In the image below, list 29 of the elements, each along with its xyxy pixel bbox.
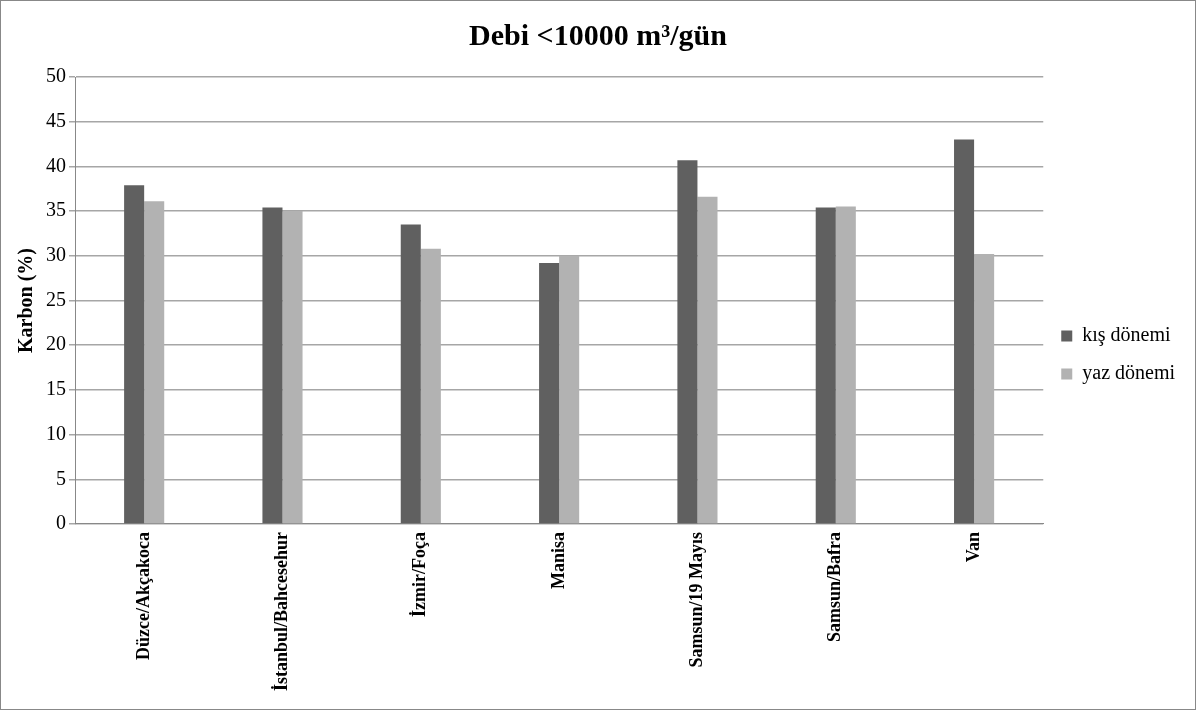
- y-tick-label: 25: [46, 287, 66, 310]
- bar: [677, 160, 698, 524]
- y-tick-label: 15: [46, 377, 66, 400]
- legend-label: kış dönemi: [1082, 323, 1172, 347]
- y-tick-label: 30: [46, 243, 66, 266]
- y-tick-label: 35: [46, 198, 66, 221]
- bar: [400, 224, 421, 524]
- y-tick-label: 50: [46, 64, 66, 87]
- bar: [954, 139, 975, 524]
- y-tick-label: 5: [56, 466, 66, 489]
- y-tick-label: 10: [46, 421, 66, 444]
- x-tick-label: Manisa: [547, 531, 568, 589]
- x-tick-label: İstanbul/Bahcesehur: [271, 531, 292, 692]
- x-tick-label: Van: [962, 531, 983, 563]
- y-tick-label: 40: [46, 153, 66, 176]
- chart-title: Debi <10000 m³/gün: [469, 17, 728, 51]
- x-tick-label: Düzce/Akçakoca: [132, 531, 153, 660]
- bar: [124, 185, 145, 524]
- bar: [539, 262, 560, 524]
- y-axis-title: Karbon (%): [14, 247, 38, 353]
- legend-label: yaz dönemi: [1082, 361, 1176, 385]
- x-tick-label: Samsun/19 Mayıs: [686, 531, 707, 668]
- y-tick-label: 0: [56, 511, 66, 534]
- x-tick-label: İzmir/Foça: [409, 531, 430, 617]
- y-tick-label: 20: [46, 332, 66, 355]
- y-tick-label: 45: [46, 108, 66, 131]
- bar: [262, 207, 283, 524]
- bar: [815, 207, 836, 524]
- x-tick-label: Samsun/Bafra: [824, 531, 845, 642]
